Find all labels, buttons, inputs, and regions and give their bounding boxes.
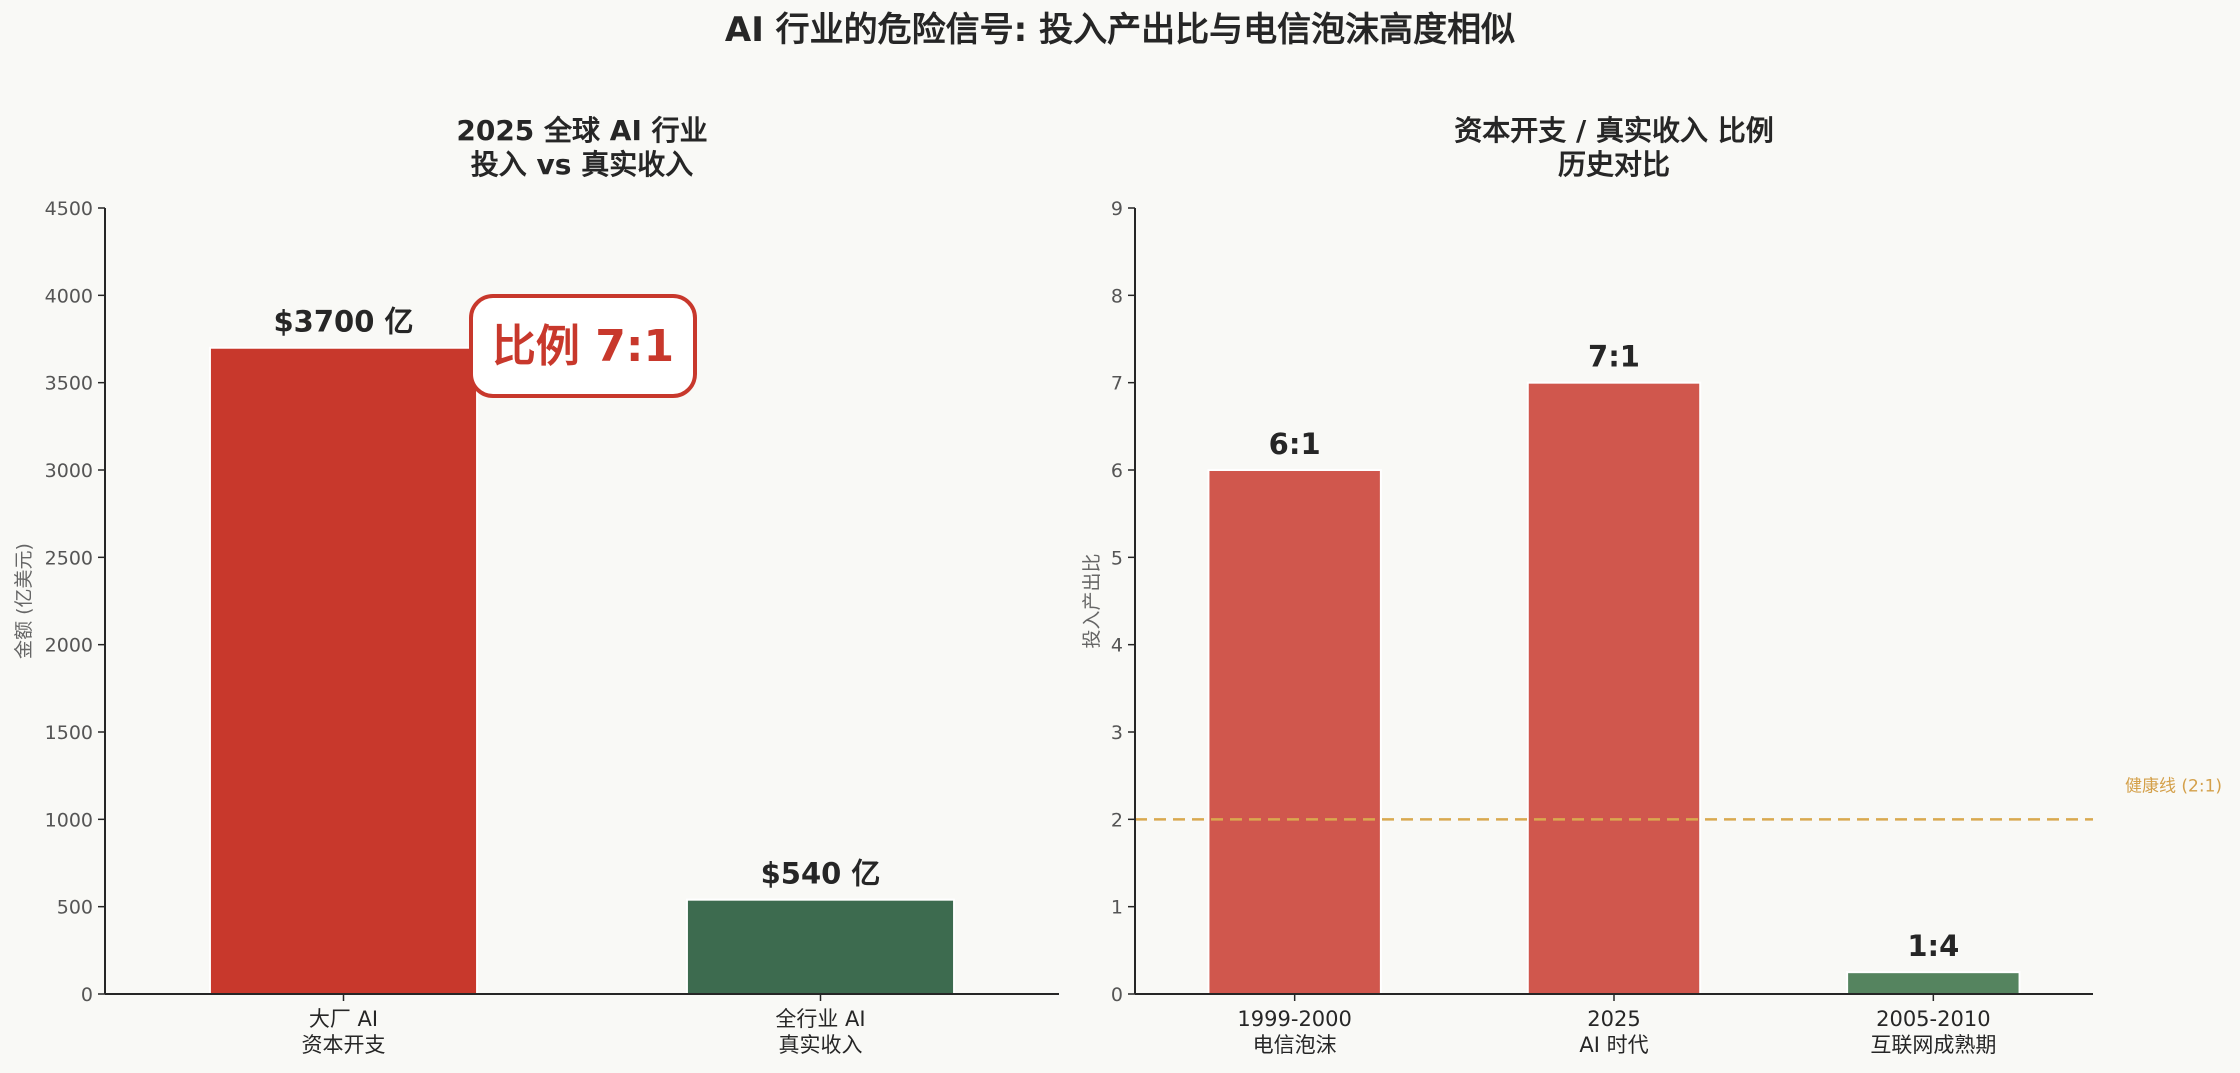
ratio-annotation-box (469, 294, 697, 398)
right-chart-bar-value-label: 6:1 (1269, 427, 1321, 461)
right-chart-y-tick-label: 5 (1111, 547, 1123, 569)
right-chart-bar (1526, 381, 1702, 995)
left-chart-y-tick-label: 4000 (45, 285, 93, 307)
right-chart-y-tick-label: 7 (1111, 373, 1123, 395)
left-chart-y-tick-label: 2000 (45, 635, 93, 657)
right-chart-y-tick-label: 4 (1111, 635, 1123, 657)
right-chart-y-tick-label: 0 (1111, 984, 1123, 1006)
left-chart-y-tick-label: 3500 (45, 373, 93, 395)
left-chart-bar (685, 898, 956, 995)
left-chart-bar-value-label: $3700 亿 (274, 305, 414, 339)
left-chart-y-axis-label: 金额 (亿美元) (13, 543, 35, 659)
right-chart-x-tick-label: 1999-2000 电信泡沫 (1237, 1007, 1351, 1057)
right-chart-y-tick-label: 8 (1111, 285, 1123, 307)
left-chart-ratio-annotation: 比例 7:1 (469, 294, 697, 398)
right-chart-title: 资本开支 / 真实收入 比例历史对比 (1454, 114, 1773, 181)
left-chart-bar (208, 346, 479, 995)
figure-title: AI 行业的危险信号: 投入产出比与电信泡沫高度相似 (725, 10, 1515, 50)
left-chart-title: 2025 全球 AI 行业投入 vs 真实收入 (456, 114, 707, 181)
right-chart-y-tick-label: 2 (1111, 809, 1123, 831)
right-chart-y-tick-label: 3 (1111, 722, 1123, 744)
right-chart-bar-value-label: 1:4 (1907, 929, 1959, 963)
left-chart-bar-value-label: $540 亿 (761, 857, 881, 891)
left-chart-y-tick-label: 4500 (45, 198, 93, 220)
left-chart-y-tick-label: 1000 (45, 809, 93, 831)
right-chart-bar-value-label: 7:1 (1588, 340, 1640, 374)
right-chart-x-tick-label: 2005-2010 互联网成熟期 (1870, 1007, 1996, 1057)
right-chart-y-tick-label: 9 (1111, 198, 1123, 220)
right-chart-bar (1846, 971, 2021, 996)
left-chart-y-tick-label: 500 (57, 897, 93, 919)
right-chart-y-tick-label: 6 (1111, 460, 1123, 482)
left-chart-y-tick-label: 1500 (45, 722, 93, 744)
right-chart-x-tick-label: 2025 AI 时代 (1579, 1007, 1648, 1057)
right-chart-bar (1207, 469, 1382, 995)
left-chart-y-tick-label: 2500 (45, 547, 93, 569)
left-chart-y-tick-label: 3000 (45, 460, 93, 482)
right-chart-y-axis-label: 投入产出比 (1081, 553, 1103, 648)
right-chart-healthy-line-label: 健康线 (2:1) (2125, 776, 2222, 796)
left-chart-x-tick-label: 大厂 AI 资本开支 (302, 1007, 386, 1057)
right-chart-y-tick-label: 1 (1111, 897, 1123, 919)
ratio-annotation-text: 比例 7:1 (492, 321, 674, 372)
left-chart-x-tick-label: 全行业 AI 真实收入 (775, 1007, 865, 1057)
left-chart-y-tick-label: 0 (81, 984, 93, 1006)
